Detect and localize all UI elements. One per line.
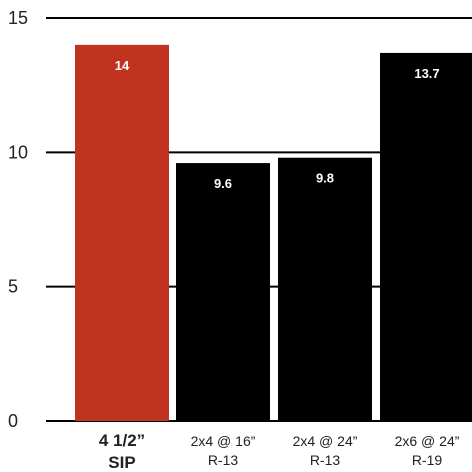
value-label: 9.6 — [214, 176, 232, 191]
x-axis-categories: 4 1/2” SIP 2x4 @ 16” R-13 2x4 @ 24” R-13 2x6 @… — [99, 431, 460, 472]
y-tick-label: 0 — [8, 411, 18, 431]
bar-2 — [278, 157, 372, 421]
y-tick-label: 15 — [8, 8, 28, 28]
bar-1 — [176, 163, 270, 421]
value-label: 9.8 — [316, 171, 334, 186]
value-label: 13.7 — [414, 66, 439, 81]
x-tick-label: 2x4 @ 24” R-13 — [293, 433, 358, 468]
x-tick-label: 2x6 @ 24” R-19 — [395, 433, 460, 468]
bar-3 — [380, 52, 472, 421]
value-labels: 14 9.6 9.8 13.7 — [115, 58, 440, 191]
x-tick-label: 4 1/2” SIP — [99, 431, 145, 472]
y-tick-label: 5 — [8, 277, 18, 297]
y-tick-label: 10 — [8, 142, 28, 162]
x-tick-label: 2x4 @ 16” R-13 — [191, 433, 256, 468]
bars — [75, 44, 472, 421]
bar-0 — [75, 44, 169, 421]
y-axis-ticks: 0 5 10 15 — [8, 8, 28, 431]
value-label: 14 — [115, 58, 130, 73]
